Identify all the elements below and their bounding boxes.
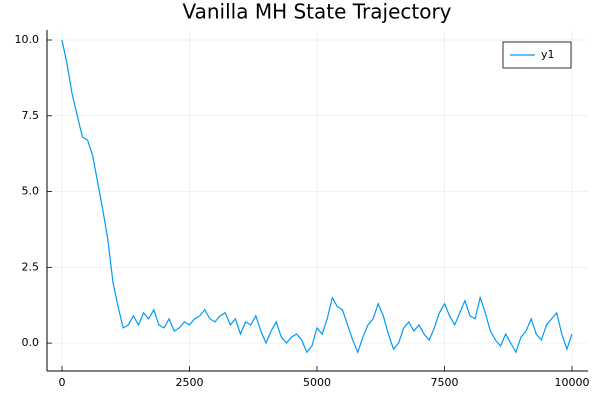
legend-label: y1 — [541, 48, 555, 61]
chart-title: Vanilla MH State Trajectory — [182, 0, 451, 24]
x-tick-label: 7500 — [430, 376, 458, 389]
y-tick-label: 5.0 — [22, 185, 40, 198]
y-tick-label: 2.5 — [22, 260, 40, 273]
x-tick-label: 0 — [58, 376, 65, 389]
x-tick-label: 10000 — [554, 376, 589, 389]
x-tick-label: 5000 — [303, 376, 331, 389]
x-tick-label: 2500 — [175, 376, 203, 389]
y-tick-label: 0.0 — [22, 336, 40, 349]
line — [61, 39, 573, 354]
y-tick-label: 10.0 — [15, 33, 40, 46]
y-tick-label: 7.5 — [22, 109, 40, 122]
